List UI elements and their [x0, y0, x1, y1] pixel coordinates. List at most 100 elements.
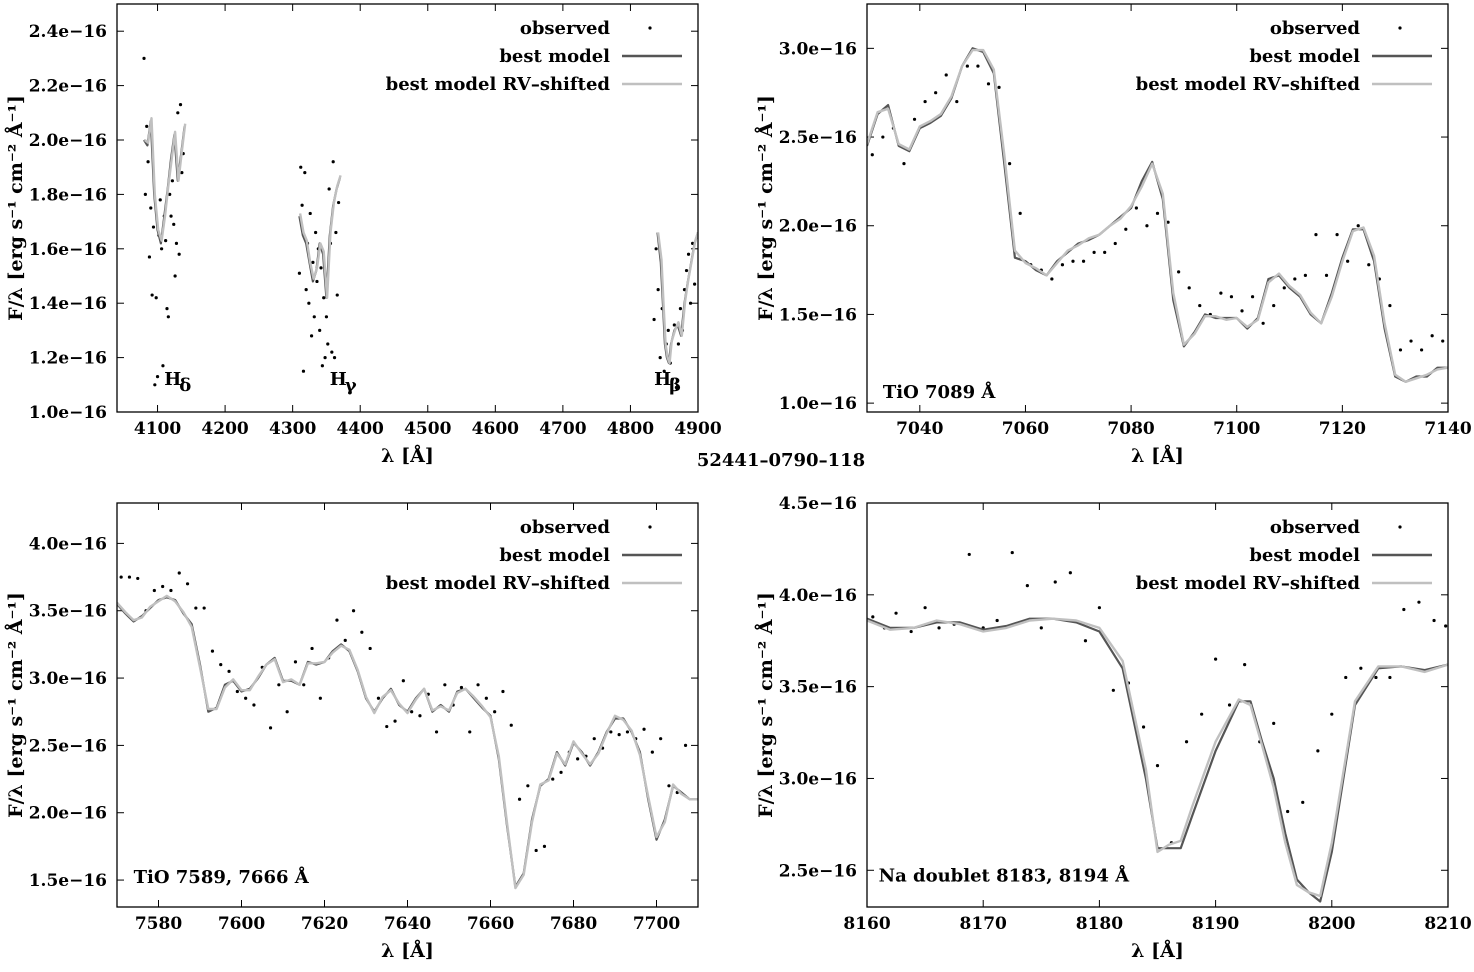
x-tick-label: 8170 — [960, 914, 1007, 934]
observed-point — [1229, 295, 1234, 299]
annotation: H — [330, 369, 347, 390]
annotation: TiO 7089 Å — [883, 380, 997, 403]
y-axis-label: F/λ [erg s⁻¹ cm⁻² Å⁻¹] — [754, 95, 777, 321]
observed-point — [684, 268, 689, 273]
observed-point — [870, 153, 874, 157]
y-tick-label: 4.0e−16 — [29, 534, 107, 554]
observed-point — [285, 710, 289, 714]
x-tick-label: 4400 — [337, 419, 384, 439]
observed-point — [322, 296, 326, 300]
observed-point — [1444, 624, 1448, 628]
observed-point — [308, 211, 312, 216]
x-tick-label: 4100 — [134, 419, 181, 439]
rv-shifted-line — [117, 594, 698, 890]
spectrum-id: 52441–0790–118 — [697, 450, 865, 471]
observed-point — [1388, 303, 1392, 308]
observed-point — [376, 696, 381, 700]
observed-point — [1367, 263, 1371, 267]
x-tick-label: 7580 — [135, 914, 182, 934]
y-tick-label: 1.4e−16 — [29, 294, 107, 314]
observed-point — [642, 727, 646, 731]
y-tick-label: 1.0e−16 — [29, 403, 107, 423]
observed-point — [1177, 270, 1181, 274]
observed-point — [297, 271, 302, 275]
x-tick-label: 7060 — [1002, 419, 1049, 439]
x-tick-label: 7660 — [467, 914, 514, 934]
observed-point — [336, 200, 341, 205]
legend-label-observed: observed — [520, 18, 611, 39]
observed-point — [434, 730, 439, 734]
x-axis-label: λ [Å] — [381, 939, 434, 962]
observed-point — [1071, 259, 1075, 263]
observed-point — [909, 629, 913, 634]
observed-point — [871, 615, 875, 619]
observed-point — [149, 206, 153, 210]
panel-na_doublet: 8160 8170 8180 8190 8200 8210 2.5e−16 3.0e−16 3.… — [754, 494, 1472, 962]
observed-point — [1240, 309, 1244, 313]
observed-point — [1200, 712, 1204, 716]
x-tick-label: 7620 — [301, 914, 348, 934]
observed-point — [894, 611, 898, 615]
observed-point — [902, 162, 906, 166]
observed-point — [152, 588, 156, 593]
y-axis-label: F/λ [erg s⁻¹ cm⁻² Å⁻¹] — [4, 95, 27, 321]
observed-point — [967, 552, 971, 557]
observed-point — [468, 730, 472, 734]
observed-point — [314, 230, 318, 235]
observed-point — [219, 663, 223, 667]
x-tick-label: 8190 — [1192, 914, 1239, 934]
observed-point — [119, 575, 123, 579]
observed-point — [1324, 273, 1329, 278]
annotation: H — [164, 369, 181, 390]
observed-point — [658, 356, 662, 360]
observed-point — [1134, 206, 1138, 210]
observed-point — [1081, 259, 1086, 263]
x-tick-label: 7140 — [1424, 419, 1471, 439]
observed-point — [158, 198, 162, 202]
y-tick-label: 3.5e−16 — [29, 602, 107, 622]
observed-point — [299, 165, 303, 169]
plot-frame — [866, 502, 1449, 908]
observed-point — [693, 282, 697, 286]
x-tick-label: 4200 — [201, 419, 248, 439]
observed-point — [534, 848, 538, 853]
observed-point — [1388, 675, 1392, 680]
observed-point — [170, 179, 174, 183]
observed-point — [327, 187, 331, 191]
observed-point — [150, 293, 154, 297]
observed-point — [1243, 663, 1247, 667]
y-tick-label: 1.2e−16 — [29, 349, 107, 369]
observed-point — [360, 630, 364, 634]
observed-point — [576, 757, 580, 761]
observed-point — [1293, 277, 1297, 281]
observed-point — [674, 385, 678, 390]
observed-point — [976, 64, 980, 68]
observed-point — [1053, 580, 1057, 584]
observed-point — [161, 584, 165, 589]
y-tick-label: 1.8e−16 — [29, 185, 107, 205]
observed-point — [210, 649, 215, 653]
observed-point — [235, 689, 239, 694]
x-tick-label: 7600 — [218, 914, 265, 934]
observed-point — [318, 696, 322, 700]
observed-point — [304, 288, 308, 292]
observed-point — [168, 192, 172, 196]
x-tick-label: 8210 — [1424, 914, 1471, 934]
observed-point — [1068, 571, 1072, 575]
legend-label-best_model: best model — [1249, 46, 1360, 67]
observed-point — [127, 575, 132, 579]
observed-point — [1402, 607, 1406, 612]
observed-point — [143, 192, 147, 196]
y-tick-label: 3.0e−16 — [779, 769, 857, 789]
legend-label-observed: observed — [1270, 18, 1361, 39]
annotation: Na doublet 8183, 8194 Å — [879, 863, 1131, 886]
observed-point — [995, 618, 999, 623]
legend-label-rv_shifted: best model RV–shifted — [1136, 74, 1361, 95]
observed-point — [986, 82, 991, 86]
observed-point — [1083, 639, 1088, 643]
observed-point — [227, 669, 231, 673]
observed-point — [666, 328, 670, 332]
observed-point — [1198, 303, 1202, 308]
observed-point — [244, 696, 248, 700]
observed-point — [302, 683, 306, 687]
